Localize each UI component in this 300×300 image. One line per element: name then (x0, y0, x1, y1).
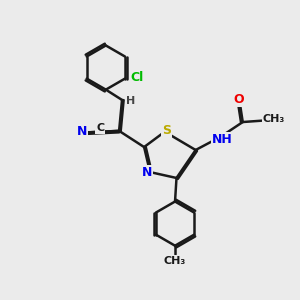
Text: H: H (126, 96, 135, 106)
Text: NH: NH (212, 133, 232, 146)
Text: CH₃: CH₃ (262, 114, 285, 124)
Text: Cl: Cl (131, 70, 144, 84)
Text: S: S (162, 124, 171, 137)
Text: N: N (142, 166, 152, 178)
Text: N: N (76, 125, 87, 138)
Text: C: C (96, 123, 104, 133)
Text: CH₃: CH₃ (164, 256, 186, 266)
Text: O: O (233, 93, 244, 106)
